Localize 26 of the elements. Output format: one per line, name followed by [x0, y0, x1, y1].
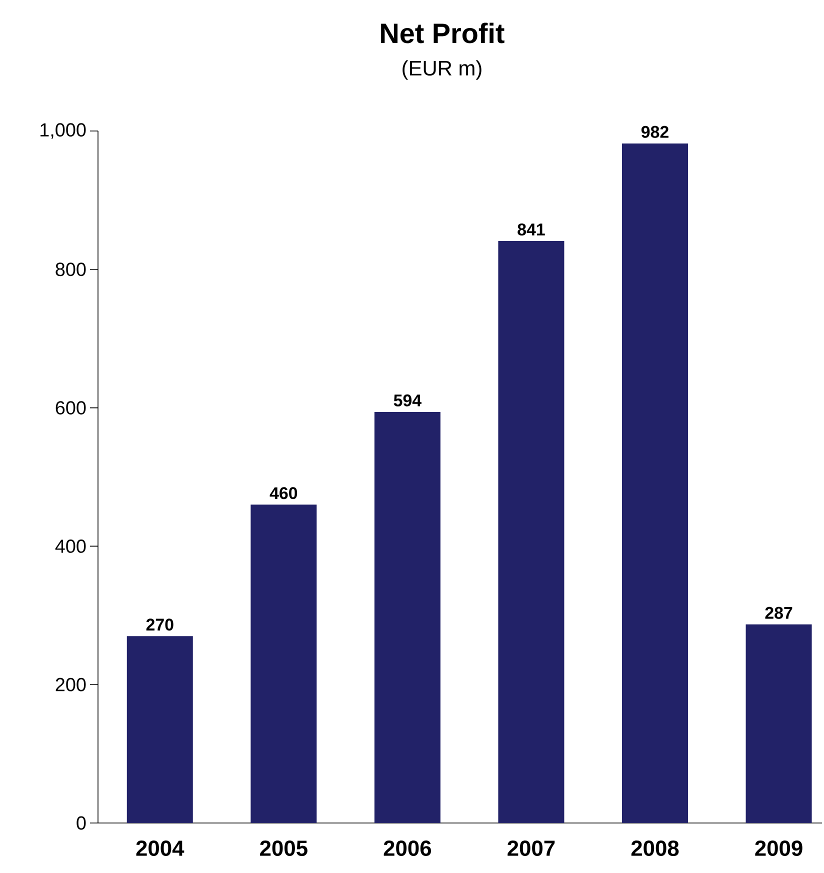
y-tick-label: 600 [56, 401, 86, 414]
bar [746, 624, 812, 823]
data-label: 594 [394, 394, 422, 406]
chart-title: Net Profit [381, 22, 504, 44]
data-label: 982 [641, 126, 668, 138]
y-tick-label: 0 [76, 816, 86, 830]
bar [498, 241, 564, 823]
y-tick-label: 800 [56, 262, 86, 276]
y-tick-label: 400 [55, 539, 86, 553]
chart-subtitle: (EUR m) [402, 60, 482, 80]
x-tick-label: 2005 [260, 840, 308, 856]
bar [374, 412, 440, 823]
x-tick-label: 2004 [136, 840, 184, 856]
data-label: 287 [765, 606, 792, 619]
bar [622, 143, 688, 823]
y-tick-label: 200 [56, 678, 86, 692]
data-label: 270 [146, 618, 174, 631]
data-label: 460 [270, 487, 298, 500]
x-tick-label: 2007 [508, 840, 555, 856]
bar [250, 504, 317, 823]
bar [126, 636, 193, 823]
x-tick-label: 2006 [384, 840, 432, 856]
y-tick-label: 1,000 [40, 123, 86, 139]
x-tick-label: 2009 [755, 840, 802, 856]
x-tick-label: 2008 [631, 840, 679, 856]
data-label: 841 [518, 224, 545, 236]
